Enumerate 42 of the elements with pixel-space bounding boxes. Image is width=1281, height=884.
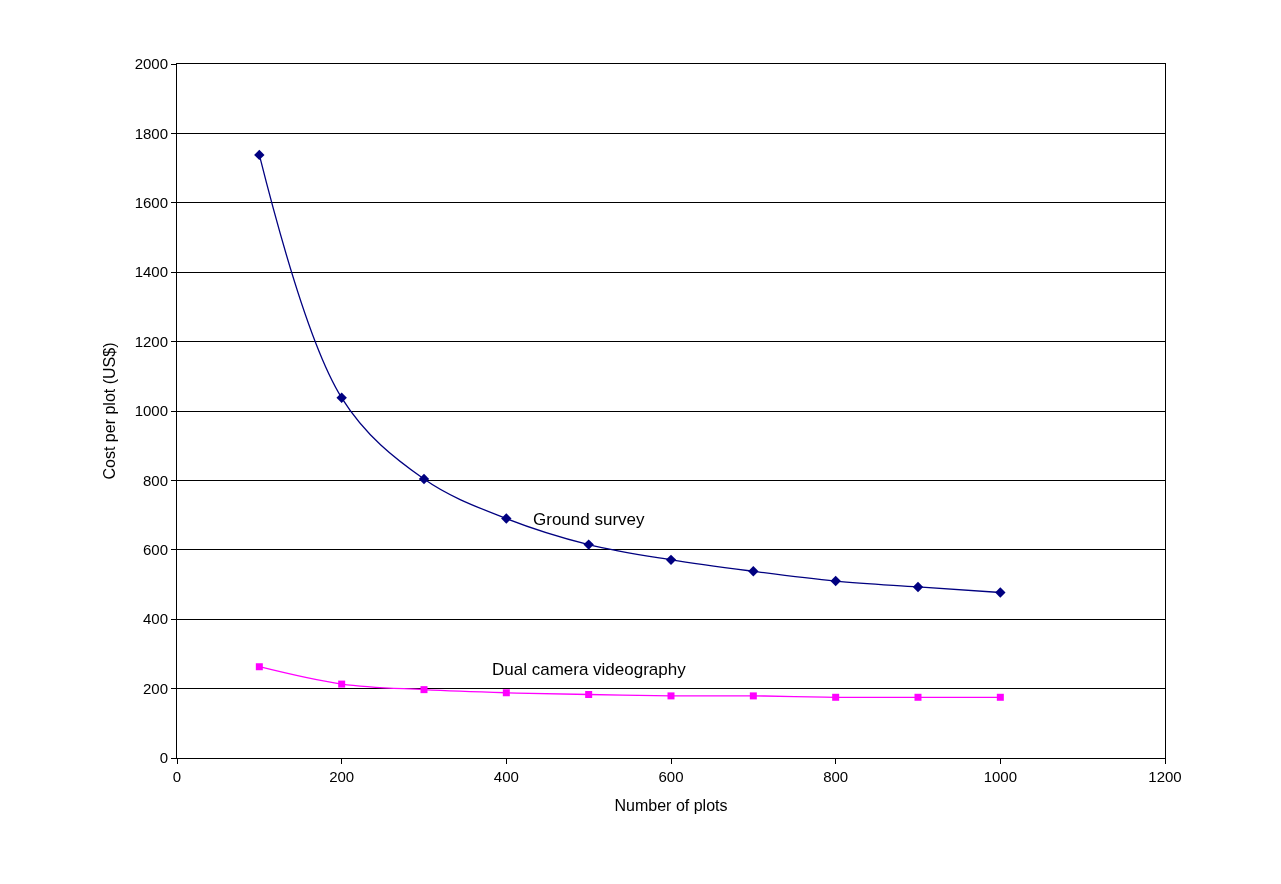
point	[914, 693, 922, 701]
point	[583, 539, 594, 550]
point	[749, 692, 757, 700]
y-tick-label: 1600	[134, 194, 168, 212]
y-tick-label: 600	[142, 541, 168, 559]
point	[338, 680, 346, 688]
x-tick-label: 1200	[1148, 768, 1182, 785]
point	[420, 686, 428, 694]
y-tick-label: 2000	[134, 55, 168, 73]
x-tick-label: 800	[823, 768, 849, 785]
point	[418, 473, 430, 485]
point	[667, 692, 675, 700]
x-tick-label: 0	[172, 768, 182, 785]
y-tick-label: 200	[142, 679, 168, 697]
series-label: Ground survey	[533, 510, 645, 529]
point	[665, 554, 677, 566]
point	[832, 693, 840, 701]
x-tick-label: 400	[493, 768, 519, 785]
y-tick-label: 400	[142, 610, 168, 628]
y-tick-label: 0	[159, 749, 168, 767]
y-tick-label: 800	[142, 471, 168, 489]
point	[996, 693, 1004, 701]
point	[830, 575, 841, 587]
x-tick-label: 200	[329, 768, 355, 785]
point	[748, 566, 759, 577]
point	[585, 691, 593, 698]
point	[995, 587, 1006, 598]
y-tick-label: 1400	[134, 263, 168, 281]
y-axis-title: Cost per plot (US$)	[100, 342, 118, 480]
x-tick-label: 1000	[983, 768, 1018, 785]
point	[501, 513, 512, 524]
point	[502, 689, 510, 697]
point	[255, 663, 263, 671]
point	[912, 581, 924, 593]
series-label: Dual camera videography	[492, 660, 687, 679]
point	[336, 392, 347, 404]
y-tick-label: 1200	[134, 332, 168, 350]
x-axis-title: Number of plots	[614, 796, 728, 814]
y-tick-label: 1000	[134, 402, 168, 420]
y-tick-label: 1800	[134, 124, 168, 142]
x-tick-label: 600	[658, 768, 684, 785]
point	[254, 149, 265, 161]
